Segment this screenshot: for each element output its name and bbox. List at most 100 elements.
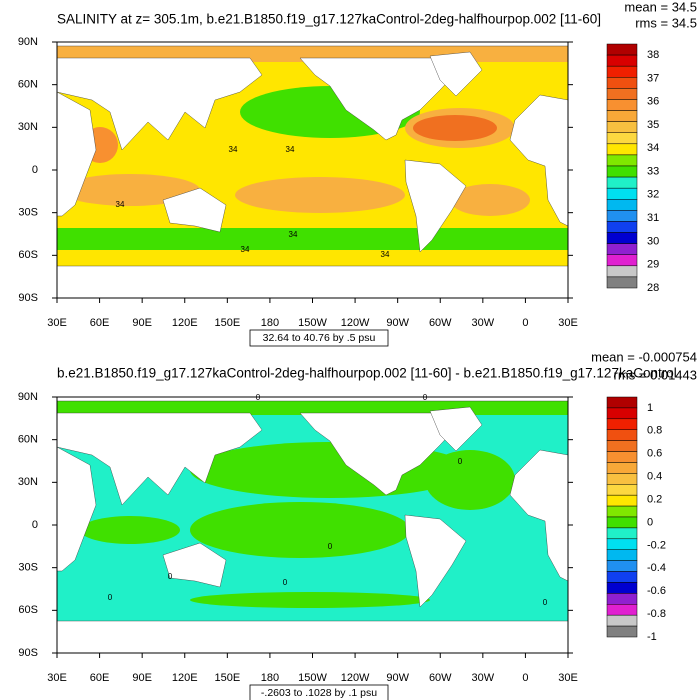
lon-label: 180: [261, 317, 279, 329]
colorbar-box: [606, 396, 638, 409]
lon-label: 90E: [132, 672, 152, 684]
colorbar-box: [606, 440, 638, 452]
colorbar-box: [606, 221, 638, 233]
lon-label: 0: [522, 317, 528, 329]
colorbar-label: 31: [647, 212, 659, 224]
colorbar-label: 33: [647, 165, 659, 177]
lon-label: 60E: [90, 672, 110, 684]
lon-label: 150W: [298, 317, 327, 329]
info-box: [249, 329, 389, 347]
lon-label: 150W: [298, 672, 327, 684]
colorbar-label: 0.2: [647, 493, 662, 505]
lon-label: 60W: [429, 672, 452, 684]
lon-label: 60W: [429, 317, 452, 329]
colorbar-label: -0.4: [647, 562, 666, 574]
colorbar-box: [606, 527, 638, 540]
colorbar-box: [606, 43, 638, 56]
lon-label: 30E: [47, 672, 67, 684]
colorbar-box: [606, 65, 638, 78]
info-label: -.2603 to .1028 by .1 psu: [261, 687, 377, 699]
lat-label: 90S: [18, 292, 38, 304]
lon-label: 60E: [90, 317, 110, 329]
lat-label: 60S: [18, 604, 38, 616]
contour-label: 0: [168, 572, 173, 581]
colorbar-label: 1: [647, 402, 653, 414]
colorbar-box: [606, 494, 638, 507]
lon-label: 120W: [341, 317, 370, 329]
colorbar-box: [606, 407, 638, 420]
contour-label: 34: [381, 250, 390, 259]
lat-label: 90S: [18, 647, 38, 659]
rms-stat: rms = 34.5: [635, 15, 697, 30]
colorbar-box: [606, 276, 638, 289]
colorbar-box: [606, 516, 638, 529]
colorbar-box: [606, 549, 638, 561]
colorbar-label: 32: [647, 189, 659, 201]
info-label: 32.64 to 40.76 by .5 psu: [263, 332, 376, 344]
colorbar-box: [606, 625, 638, 638]
colorbar-label: 0.6: [647, 448, 662, 460]
lon-label: 180: [261, 672, 279, 684]
colorbar-box: [606, 77, 638, 89]
map-top: [56, 41, 569, 299]
colorbar-box: [606, 418, 638, 430]
colorbar-box: [606, 232, 638, 244]
colorbar-box: [606, 132, 638, 145]
colorbar-box: [606, 176, 638, 189]
contour-label: 0: [108, 593, 113, 602]
contour-label: 34: [289, 230, 298, 239]
lon-label: 30E: [558, 672, 578, 684]
colorbar-box: [606, 254, 638, 267]
contour-label: 0: [543, 598, 548, 607]
colorbar-label: -0.8: [647, 608, 666, 620]
colorbar-box: [606, 99, 638, 111]
colorbar-box: [606, 571, 638, 583]
contour-label: 0: [256, 393, 261, 402]
lon-label: 0: [522, 672, 528, 684]
lon-label: 30W: [472, 317, 495, 329]
colorbar-box: [606, 614, 638, 627]
lat-label: 30S: [18, 562, 38, 574]
lat-label: 0: [32, 164, 38, 176]
colorbar-box: [606, 143, 638, 156]
lat-label: 60N: [18, 434, 38, 446]
lat-label: 30N: [18, 121, 38, 133]
colorbar-box: [606, 484, 638, 496]
colorbar-box: [606, 210, 638, 222]
rms-stat: rms = 0.01443: [614, 367, 697, 382]
lon-label: 30E: [558, 317, 578, 329]
contour-label: 0: [423, 393, 428, 402]
colorbar-label: 37: [647, 72, 659, 84]
lon-label: 150E: [214, 672, 240, 684]
colorbar-label: 38: [647, 49, 659, 61]
colorbar-label: 35: [647, 119, 659, 131]
colorbar-box: [606, 187, 638, 200]
lat-label: 90N: [18, 391, 38, 403]
lon-label: 90W: [386, 317, 409, 329]
lat-label: 60S: [18, 249, 38, 261]
contour-label: 34: [229, 145, 238, 154]
mean-stat: mean = -0.000754: [591, 349, 697, 364]
colorbar-box: [606, 154, 638, 167]
lon-label: 30E: [47, 317, 67, 329]
colorbar-box: [606, 604, 638, 616]
colorbar-box: [606, 473, 638, 485]
contour-label: 34: [116, 200, 125, 209]
colorbar-label: 0.8: [647, 425, 662, 437]
map-bottom: [56, 396, 569, 654]
contour-label: 34: [241, 245, 250, 254]
colorbar-label: -0.2: [647, 539, 666, 551]
lat-label: 30N: [18, 476, 38, 488]
colorbar-box: [606, 429, 638, 441]
mean-stat: mean = 34.5: [624, 0, 697, 14]
lon-label: 90W: [386, 672, 409, 684]
lon-label: 120E: [172, 317, 198, 329]
colorbar-box: [606, 110, 638, 122]
colorbar-box: [606, 560, 638, 572]
contour-label: 0: [458, 457, 463, 466]
colorbar-box: [606, 88, 638, 100]
lon-label: 120W: [341, 672, 370, 684]
lat-label: 90N: [18, 36, 38, 48]
colorbar-label: 36: [647, 96, 659, 108]
